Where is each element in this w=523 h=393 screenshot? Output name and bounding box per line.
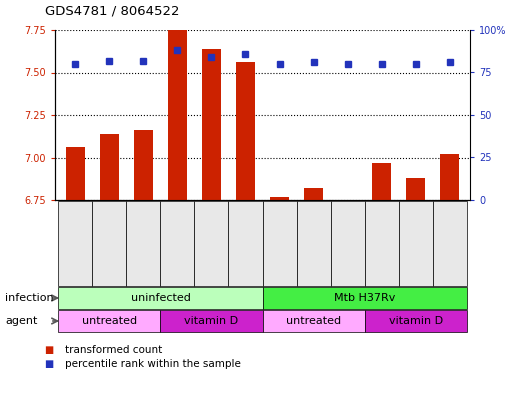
Bar bbox=[372, 163, 391, 200]
Bar bbox=[236, 62, 255, 200]
Text: Mtb H37Rv: Mtb H37Rv bbox=[334, 293, 395, 303]
Text: vitamin D: vitamin D bbox=[185, 316, 238, 326]
Text: uninfected: uninfected bbox=[131, 293, 190, 303]
Text: untreated: untreated bbox=[82, 316, 137, 326]
Text: agent: agent bbox=[5, 316, 37, 326]
Bar bbox=[304, 188, 323, 200]
Text: GDS4781 / 8064522: GDS4781 / 8064522 bbox=[44, 5, 179, 18]
Bar bbox=[168, 30, 187, 200]
Text: vitamin D: vitamin D bbox=[389, 316, 442, 326]
Bar bbox=[100, 134, 119, 200]
Text: percentile rank within the sample: percentile rank within the sample bbox=[65, 359, 241, 369]
Bar bbox=[202, 49, 221, 200]
Bar bbox=[134, 130, 153, 200]
Text: transformed count: transformed count bbox=[65, 345, 163, 355]
Bar bbox=[440, 154, 459, 200]
Bar bbox=[270, 196, 289, 200]
Bar bbox=[406, 178, 425, 200]
Text: ■: ■ bbox=[44, 345, 54, 355]
Text: ■: ■ bbox=[44, 359, 54, 369]
Bar bbox=[66, 147, 85, 200]
Text: untreated: untreated bbox=[286, 316, 341, 326]
Text: infection: infection bbox=[5, 293, 54, 303]
